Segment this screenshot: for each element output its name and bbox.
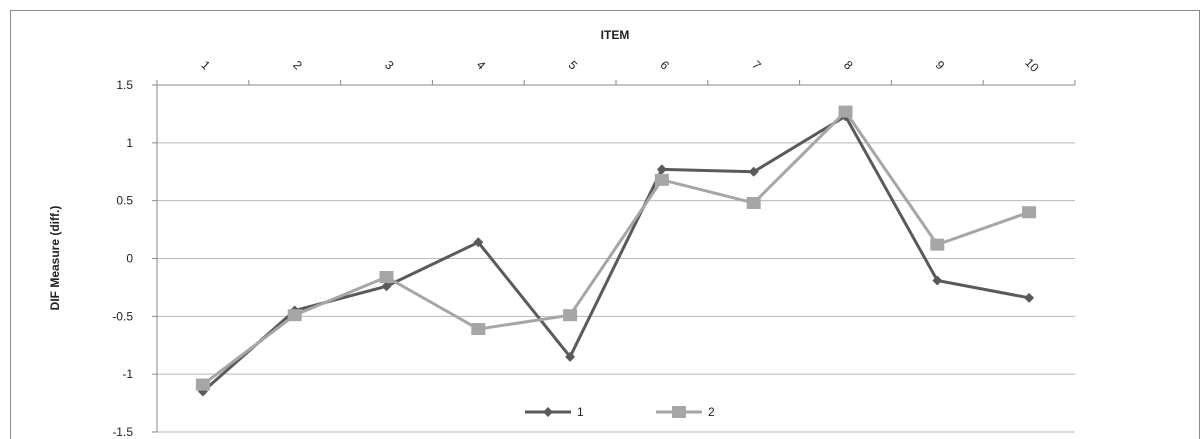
data-point (1022, 206, 1037, 219)
data-point (379, 271, 394, 284)
x-tick-label: 2 (290, 58, 305, 73)
x-tick-label: 5 (566, 58, 581, 73)
y-tick-label: 0 (126, 252, 133, 266)
x-tick-label: 4 (474, 58, 489, 73)
data-point (932, 275, 943, 286)
data-point (381, 281, 392, 292)
data-point (565, 351, 576, 362)
legend-marker (543, 407, 553, 417)
x-tick-label: 8 (841, 58, 856, 73)
data-point (563, 309, 578, 322)
chart-frame (10, 10, 1200, 439)
data-point (930, 238, 945, 251)
y-tick-labels: 1.5 1 0.5 0 -0.5 -1 -1.5 (112, 78, 133, 439)
y-tick-label: -0.5 (112, 309, 133, 323)
series-1 (197, 111, 1035, 397)
x-tick-label: 9 (933, 58, 948, 73)
x-tick-labels: 1 2 3 4 5 6 7 8 9 10 (198, 55, 1041, 75)
gridlines (157, 84, 1075, 433)
data-point (748, 166, 759, 177)
x-axis-title: ITEM (601, 28, 630, 42)
y-tick-label: 0.5 (116, 194, 133, 208)
data-point (656, 164, 667, 175)
y-tick-label: 1.5 (116, 78, 133, 92)
x-tick-label: 6 (657, 58, 672, 73)
axes (152, 80, 1076, 433)
series-line (201, 110, 1030, 386)
x-tick-label: 3 (382, 58, 397, 73)
y-axis-title: DIF Measure (diff.) (48, 206, 62, 311)
series-line (201, 114, 1030, 393)
legend-item: 1 (525, 405, 584, 419)
y-tick-label: -1.5 (112, 425, 133, 439)
legend-item: 2 (656, 405, 715, 419)
data-point (473, 237, 484, 248)
data-point (195, 378, 210, 391)
data-point (471, 323, 486, 336)
legend-label: 1 (577, 405, 584, 419)
data-point (654, 173, 669, 186)
y-tick-label: 1 (126, 136, 133, 150)
legend-marker (672, 406, 686, 418)
x-tick-label: 1 (198, 58, 213, 73)
x-tick-label: 10 (1022, 55, 1042, 75)
series-layer (195, 105, 1037, 397)
legend-label: 2 (708, 405, 715, 419)
data-point (287, 309, 302, 322)
series-2 (195, 105, 1037, 391)
data-point (746, 196, 761, 209)
data-point (838, 105, 853, 118)
data-point (1024, 292, 1035, 303)
x-tick-label: 7 (749, 58, 764, 73)
y-tick-label: -1 (122, 367, 133, 381)
